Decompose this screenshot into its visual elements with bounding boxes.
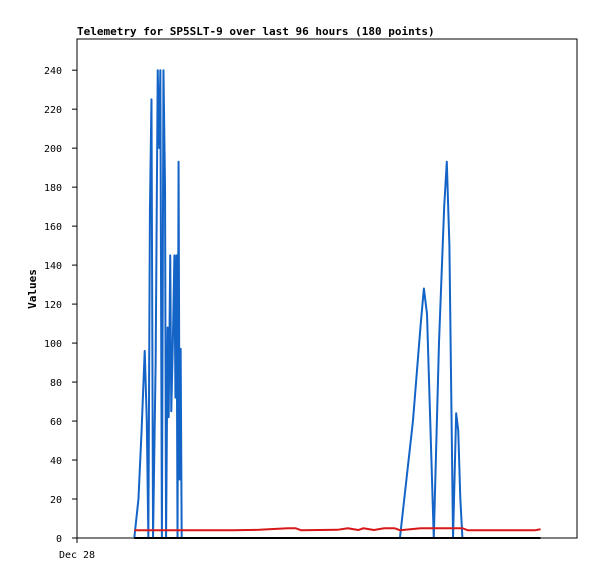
y-tick-label: 40 <box>50 456 62 467</box>
y-tick-label: 200 <box>44 144 62 155</box>
y-tick-label: 160 <box>44 222 62 233</box>
x-axis-ticks: Dec 28 <box>59 538 95 561</box>
y-tick-label: 60 <box>50 417 62 428</box>
x-tick-label: Dec 28 <box>59 550 95 561</box>
y-tick-label: 20 <box>50 495 62 506</box>
y-tick-label: 100 <box>44 339 62 350</box>
y-axis-ticks: 0 20 40 60 80 100 120 140 160 180 200 220 240 <box>44 66 77 545</box>
chart-title: Telemetry for SP5SLT-9 over last 96 hour… <box>77 25 435 38</box>
y-tick-label: 140 <box>44 261 62 272</box>
y-tick-label: 120 <box>44 300 62 311</box>
y-tick-label: 240 <box>44 66 62 77</box>
y-axis-label: Values <box>26 269 39 309</box>
y-tick-label: 80 <box>50 378 62 389</box>
y-tick-label: 180 <box>44 183 62 194</box>
series-line-2 <box>134 527 541 532</box>
y-tick-label: 220 <box>44 105 62 116</box>
y-tick-label: 0 <box>56 534 62 545</box>
series-line-1 <box>133 69 464 539</box>
series-layer <box>133 69 541 539</box>
